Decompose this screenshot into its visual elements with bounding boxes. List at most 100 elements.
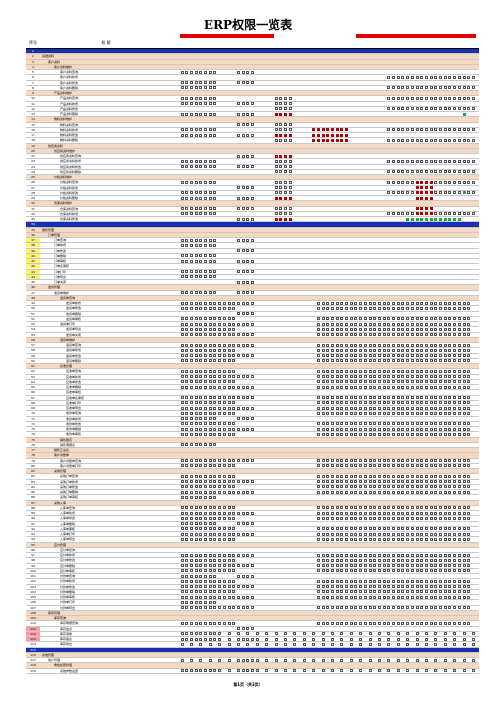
permission-cell <box>368 348 372 352</box>
permission-cell <box>213 490 217 494</box>
row-number: 95 <box>31 542 35 547</box>
permission-cell <box>359 595 363 599</box>
permission-cell <box>222 537 226 541</box>
permission-cell <box>424 207 428 210</box>
permission-cell <box>316 474 320 478</box>
permission-cell <box>236 606 240 609</box>
permission-cell <box>424 401 428 405</box>
permission-cell <box>208 275 212 279</box>
permission-cell <box>194 207 198 210</box>
permission-cell <box>222 427 226 431</box>
permission-cell <box>213 254 217 258</box>
permission-cell <box>373 422 377 426</box>
permission-cell <box>326 464 330 468</box>
permission-cell <box>401 569 405 573</box>
permission-cell <box>199 81 203 84</box>
table-row: 105 付款单审核 <box>26 595 479 601</box>
permission-cell <box>443 107 447 111</box>
permission-cell <box>462 107 466 111</box>
row-permission-name: 采购订单审核 <box>60 495 79 500</box>
permission-cell <box>448 128 452 132</box>
row-number: 22 <box>31 159 35 164</box>
permission-cell <box>199 406 203 410</box>
permission-cell <box>288 128 292 132</box>
permission-cell <box>363 606 367 609</box>
permission-cell <box>321 527 325 531</box>
permission-cell <box>396 558 400 562</box>
permission-cell <box>453 532 457 536</box>
permission-cell <box>316 427 320 431</box>
permission-cell <box>185 380 189 384</box>
table-row: 103 付款单修改 <box>26 585 479 590</box>
permission-cell <box>457 322 461 326</box>
permission-cell <box>387 107 391 111</box>
permission-cell <box>218 327 222 331</box>
permission-cell <box>354 354 358 357</box>
header-column <box>420 39 424 47</box>
permission-cell <box>189 490 193 494</box>
permission-cell <box>453 427 457 431</box>
permission-cell <box>185 579 189 583</box>
permission-cell <box>448 558 452 562</box>
permission-cell <box>199 558 203 562</box>
permission-cell <box>204 102 207 105</box>
permission-cell <box>410 490 414 494</box>
permission-cell <box>185 558 189 562</box>
permission-cell <box>406 511 410 515</box>
permission-cell <box>406 96 410 100</box>
permission-cell <box>199 369 203 373</box>
permission-cell <box>373 606 377 609</box>
permission-cell <box>373 490 377 494</box>
permission-cell <box>316 516 320 520</box>
permission-cell <box>326 322 330 326</box>
table-row: 39 订单修改 <box>26 248 479 254</box>
permission-cell <box>363 348 367 352</box>
permission-cell <box>363 411 367 415</box>
row-number: 113 <box>26 637 40 641</box>
permission-cell <box>194 333 198 336</box>
permission-cell <box>199 474 203 478</box>
permission-cell <box>189 585 193 588</box>
permission-cell <box>208 259 212 263</box>
permission-cell <box>232 343 236 347</box>
permission-cell <box>246 312 250 315</box>
permission-cell <box>457 427 461 431</box>
permission-cell <box>251 249 254 252</box>
permission-cell <box>321 354 325 357</box>
permission-cell <box>345 485 348 489</box>
permission-cell <box>392 422 395 426</box>
permission-cell <box>392 595 395 599</box>
permission-cell <box>255 658 259 662</box>
row-number: 75 <box>31 437 35 442</box>
permission-cell <box>401 75 405 79</box>
permission-cell <box>401 432 405 436</box>
permission-cell <box>180 354 184 357</box>
permission-cell <box>199 642 203 646</box>
row-number: 27 <box>31 185 35 190</box>
permission-cell <box>326 343 330 347</box>
permission-cell <box>410 485 414 489</box>
permission-cell <box>208 385 212 389</box>
permission-cell <box>185 385 189 389</box>
permission-cell <box>410 459 414 462</box>
row-permission-name: 发货单删除 <box>66 311 82 316</box>
permission-cell <box>213 238 217 242</box>
row-permission-name: 销售报表 <box>60 437 73 442</box>
permission-cell <box>420 217 424 221</box>
permission-cell <box>457 585 461 588</box>
permission-cell <box>274 637 278 641</box>
row-permission-name: 仓库资料新增 <box>60 211 79 216</box>
permission-cell <box>279 180 283 184</box>
permission-cell <box>448 375 452 378</box>
permission-cell <box>434 96 438 100</box>
permission-cell <box>321 506 325 510</box>
row-number: 64 <box>31 379 35 384</box>
row-permission-name: 发货单导出 <box>66 327 82 332</box>
permission-cell <box>236 669 240 672</box>
permission-cell <box>429 380 433 384</box>
permission-cell <box>462 642 466 646</box>
table-row: 85 采购订单删除 <box>26 490 479 496</box>
permission-cell <box>185 427 189 431</box>
permission-cell <box>439 474 442 478</box>
header-column <box>260 39 264 47</box>
